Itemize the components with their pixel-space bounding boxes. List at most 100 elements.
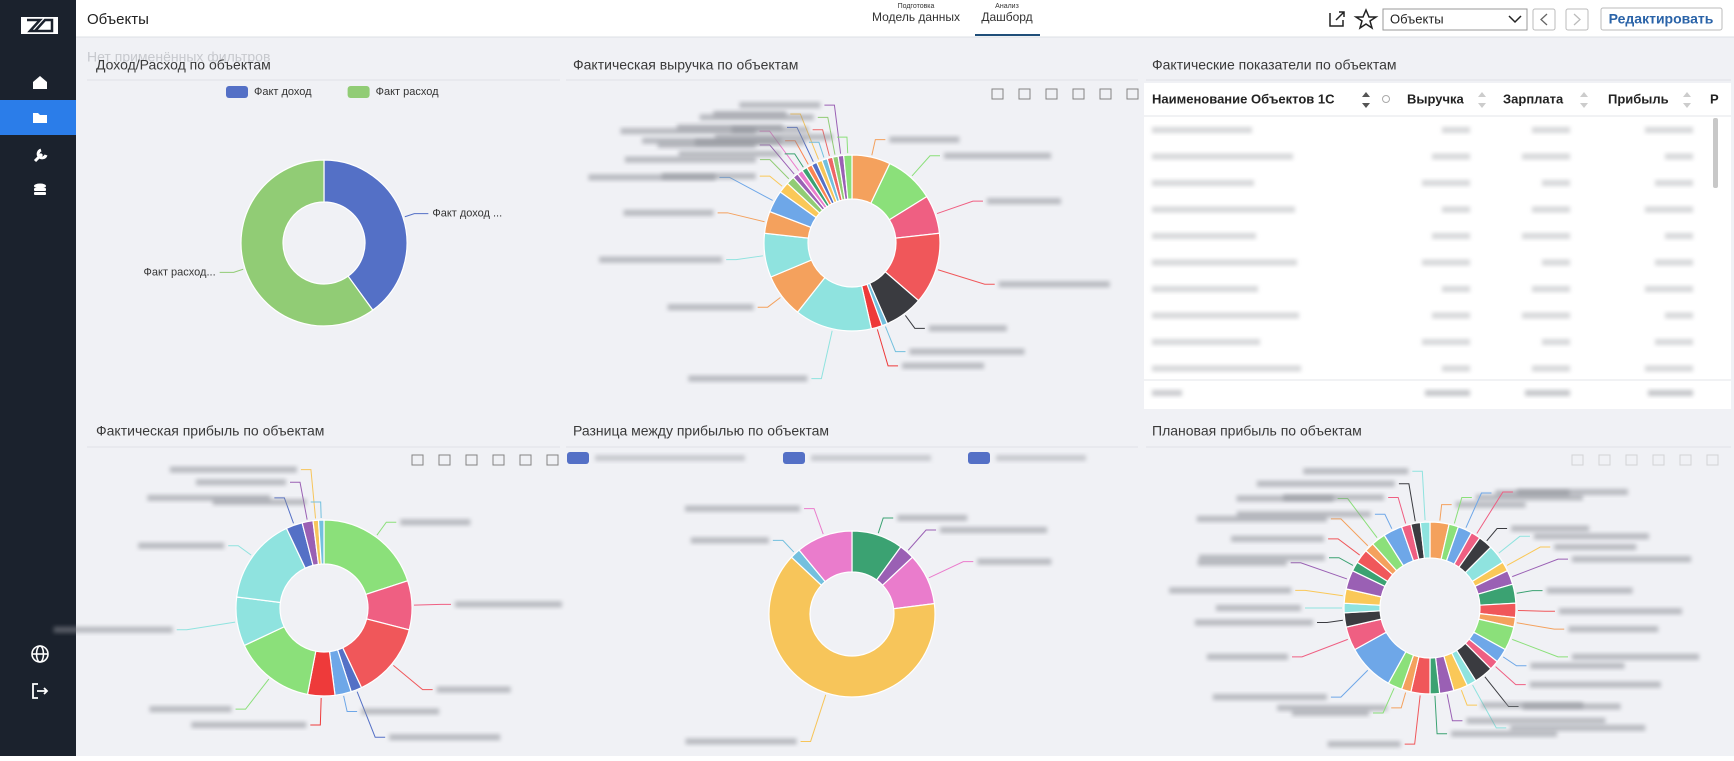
blurred-text — [1152, 153, 1293, 160]
blurred-text — [1655, 339, 1693, 345]
leader-line — [1506, 546, 1551, 566]
tab-caption: Анализ — [995, 3, 1019, 10]
toolbar-icon[interactable] — [492, 454, 505, 466]
blurred-text — [1511, 525, 1590, 532]
toolbar-icon[interactable] — [465, 454, 478, 466]
toolbar-icon[interactable] — [1652, 454, 1665, 466]
blurred-text — [1152, 127, 1252, 133]
sort-icon[interactable] — [1362, 92, 1370, 108]
toolbar-icon[interactable] — [1126, 88, 1139, 100]
leader-line — [1292, 638, 1348, 658]
tools-icon[interactable] — [33, 148, 48, 163]
blurred-text — [909, 348, 1025, 355]
favorite-icon[interactable] — [1353, 8, 1379, 30]
prev-button[interactable] — [1532, 8, 1556, 31]
blurred-text — [1655, 259, 1693, 266]
blurred-text — [1546, 587, 1633, 594]
column-header[interactable]: Прибыль — [1608, 91, 1669, 106]
next-button[interactable] — [1565, 8, 1589, 31]
toolbar-icon[interactable] — [1018, 88, 1031, 100]
sort-icon[interactable] — [1580, 92, 1588, 108]
blurred-text — [454, 601, 562, 608]
blurred-text — [940, 526, 1048, 533]
blurred-text — [1422, 259, 1470, 266]
toolbar-icon[interactable] — [546, 454, 559, 466]
sort-icon[interactable] — [1478, 92, 1486, 108]
database-icon[interactable] — [34, 183, 46, 196]
toolbar-icon[interactable] — [1045, 88, 1058, 100]
blurred-text — [1152, 259, 1297, 266]
blurred-text — [1516, 488, 1628, 495]
leader-line — [1330, 669, 1369, 698]
toolbar-icon[interactable] — [1571, 454, 1584, 466]
home-icon[interactable] — [33, 76, 47, 89]
blurred-text — [1466, 717, 1606, 724]
leader-line — [1290, 562, 1348, 580]
blurred-text — [1442, 286, 1470, 292]
slice-label: Факт доход ... — [432, 208, 502, 220]
leader-line — [790, 113, 820, 160]
blurred-text — [1529, 681, 1661, 688]
select-value: Объекты — [1390, 11, 1444, 26]
leader-line — [1412, 470, 1426, 521]
share-icon[interactable] — [1329, 11, 1345, 27]
toolbar-icon[interactable] — [991, 88, 1004, 100]
edit-button[interactable] — [1600, 7, 1723, 31]
toolbar-icon[interactable] — [519, 454, 532, 466]
blurred-text — [889, 136, 960, 143]
logo — [21, 17, 58, 34]
folder-icon[interactable] — [33, 113, 47, 123]
blurred-text — [53, 626, 173, 633]
blurred-text — [1655, 180, 1693, 186]
toolbar-icon[interactable] — [1625, 454, 1638, 466]
blurred-text — [902, 362, 985, 369]
tab[interactable]: Модель данных — [872, 10, 960, 24]
toolbar-icon[interactable] — [1598, 454, 1611, 466]
blurred-text — [1198, 554, 1325, 561]
leader-line — [310, 501, 322, 519]
select-box[interactable] — [1382, 8, 1528, 31]
blurred-text — [739, 102, 821, 109]
leader-line — [1517, 609, 1555, 612]
toolbar-icon[interactable] — [411, 454, 424, 466]
leader-line — [928, 561, 974, 579]
blurred-text — [624, 156, 756, 163]
scrollbar[interactable] — [1713, 118, 1718, 188]
blurred-text — [1532, 286, 1570, 292]
blurred-text — [1231, 535, 1325, 542]
toolbar-icon[interactable] — [1679, 454, 1692, 466]
globe-icon[interactable] — [31, 645, 49, 663]
blurred-text — [1645, 365, 1693, 372]
blurred-text — [1568, 626, 1659, 633]
leader-line — [936, 200, 983, 215]
leader-line — [1398, 483, 1416, 522]
blurred-text — [1542, 339, 1570, 345]
sort-icon[interactable] — [1683, 92, 1691, 108]
tab[interactable]: Дашборд — [981, 10, 1032, 24]
legend-label: Факт расход — [376, 86, 439, 98]
toolbar-icon[interactable] — [438, 454, 451, 466]
blurred-text — [1195, 619, 1314, 626]
leader-line — [1453, 496, 1472, 524]
blurred-text — [928, 325, 1007, 332]
blurred-text — [1432, 153, 1470, 160]
toolbar-icon[interactable] — [1706, 454, 1719, 466]
blurred-text — [1645, 206, 1693, 213]
toolbar-icon[interactable] — [1099, 88, 1112, 100]
search-icon[interactable] — [1382, 95, 1390, 103]
blurred-text — [1571, 653, 1699, 660]
widget-title: Доход/Расход по объектам — [96, 57, 271, 73]
leader-line — [1516, 590, 1543, 594]
blurred-text — [1425, 390, 1470, 396]
leader-line — [877, 517, 894, 534]
column-header[interactable]: Р — [1710, 91, 1719, 106]
column-header[interactable]: Зарплата — [1503, 91, 1564, 106]
leader-line — [1404, 695, 1421, 745]
logout-icon[interactable] — [32, 683, 49, 699]
blurred-text — [623, 209, 714, 216]
next-icon — [1573, 13, 1581, 26]
column-header[interactable]: Выручка — [1407, 91, 1465, 106]
column-header[interactable]: Наименование Объектов 1С — [1152, 91, 1335, 106]
leader-line — [811, 330, 833, 380]
toolbar-icon[interactable] — [1072, 88, 1085, 100]
